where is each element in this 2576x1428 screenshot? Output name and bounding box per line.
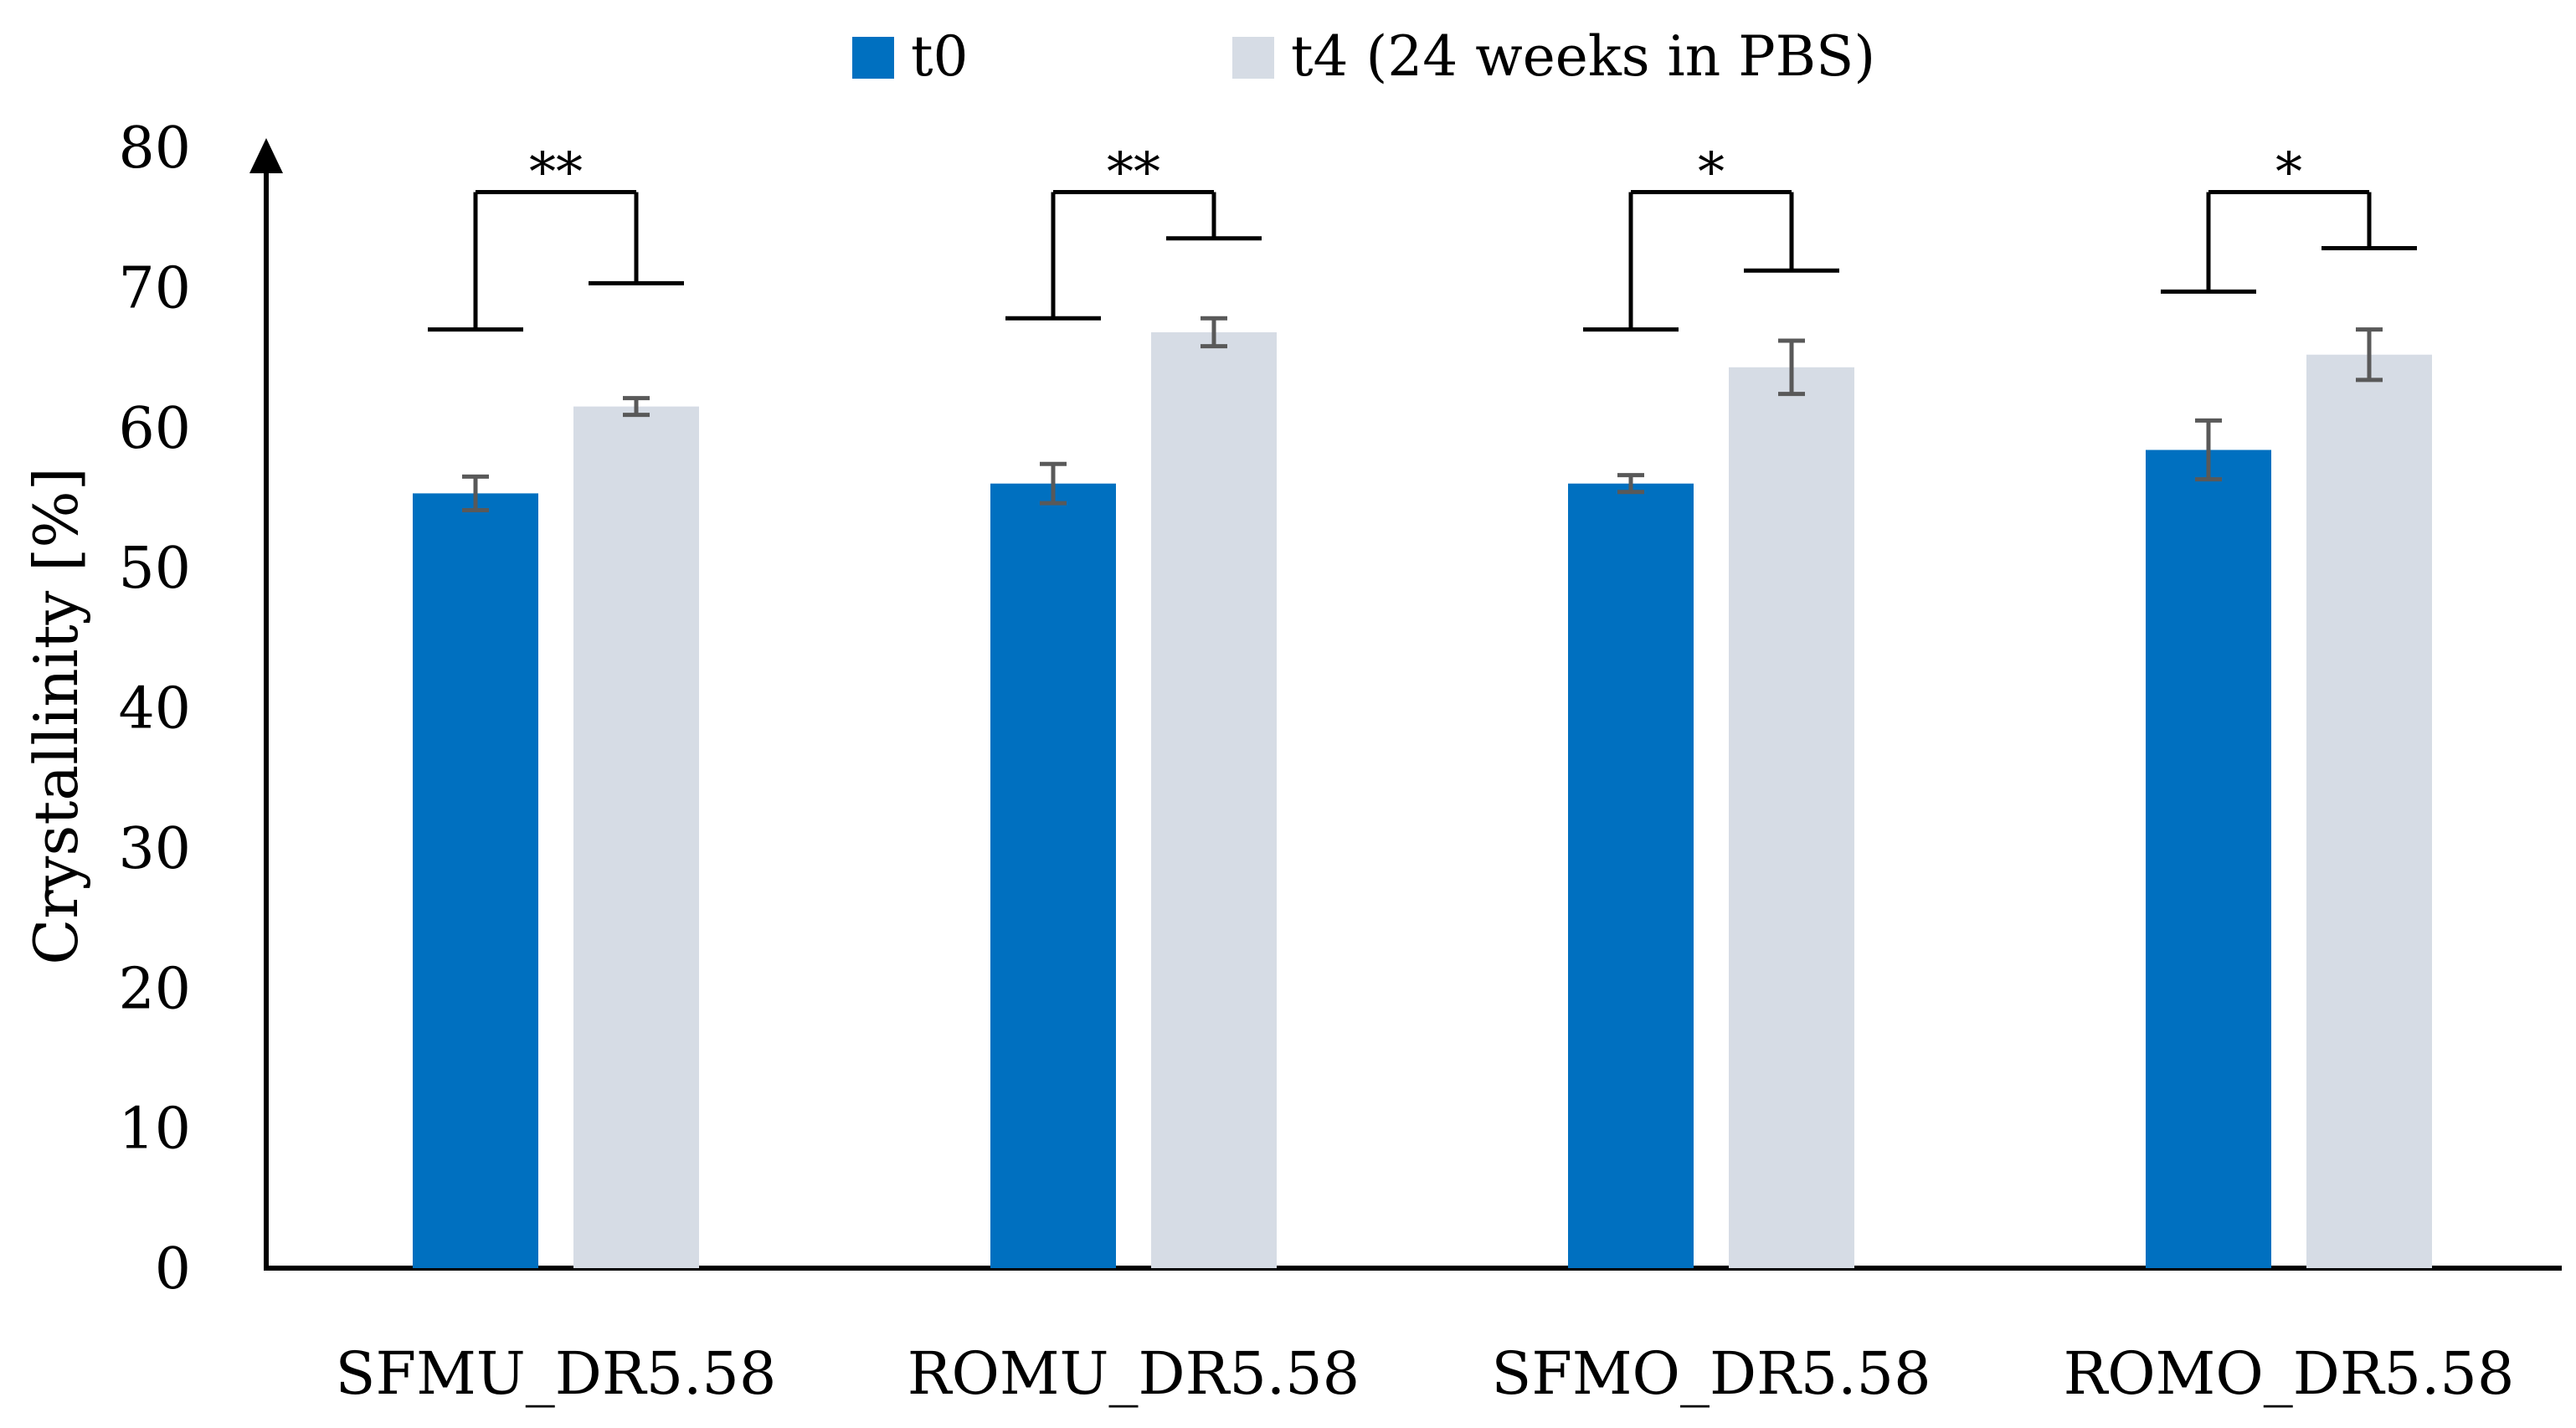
bars (413, 331, 2432, 1269)
y-tick-label: 0 (155, 1236, 191, 1302)
significance-bracket: * (2161, 142, 2417, 294)
legend-label-t0: t0 (911, 24, 969, 89)
legend-swatch-t4 (1232, 37, 1274, 79)
y-axis-arrow (249, 138, 283, 173)
y-axis-label: Crystallinity [%] (21, 467, 91, 965)
axes: 0 10 20 30 40 50 60 70 80 (118, 116, 2562, 1302)
y-tick-label: 30 (118, 816, 191, 882)
y-tick-label: 40 (118, 676, 191, 742)
significance-bracket: ** (428, 142, 684, 332)
y-tick-label: 60 (118, 396, 191, 462)
bar-t4-romu-dr5-58 (1151, 331, 1277, 1268)
bar-t4-sfmo-dr5-58 (1729, 367, 1854, 1268)
bar-t0-romu-dr5-58 (990, 483, 1116, 1268)
legend-swatch-t0 (852, 37, 894, 79)
error-bars (462, 316, 2383, 513)
significance-label: ** (529, 142, 583, 204)
x-tick-labels: SFMU_DR5.58 ROMU_DR5.58 SFMO_DR5.58 ROMO_DR… (336, 1339, 2515, 1408)
significance-brackets: ** ** * * (428, 142, 2417, 332)
bar-t0-sfmu-dr5-58 (413, 493, 538, 1268)
bar-t4-romo-dr5-58 (2306, 354, 2432, 1269)
significance-bracket: ** (1005, 142, 1262, 321)
x-tick-label: ROMU_DR5.58 (908, 1339, 1360, 1408)
y-tick-label: 10 (118, 1097, 191, 1163)
bar-t0-sfmo-dr5-58 (1568, 483, 1694, 1268)
x-tick-label: SFMO_DR5.58 (1491, 1339, 1931, 1408)
significance-label: * (1698, 142, 1725, 204)
y-tick-label: 20 (118, 956, 191, 1022)
bar-t4-sfmu-dr5-58 (573, 406, 699, 1268)
significance-label: ** (1107, 142, 1160, 204)
x-tick-label: SFMU_DR5.58 (336, 1339, 777, 1408)
legend: t0 t4 (24 weeks in PBS) (852, 24, 1875, 89)
y-tick-label: 50 (118, 536, 191, 602)
x-tick-label: ROMO_DR5.58 (2064, 1339, 2515, 1408)
bar-t0-romo-dr5-58 (2146, 449, 2271, 1268)
y-tick-label: 70 (118, 255, 191, 321)
legend-label-t4: t4 (24 weeks in PBS) (1291, 24, 1875, 89)
significance-bracket: * (1583, 142, 1839, 332)
significance-label: * (2275, 142, 2302, 204)
y-tick-label: 80 (118, 116, 191, 182)
